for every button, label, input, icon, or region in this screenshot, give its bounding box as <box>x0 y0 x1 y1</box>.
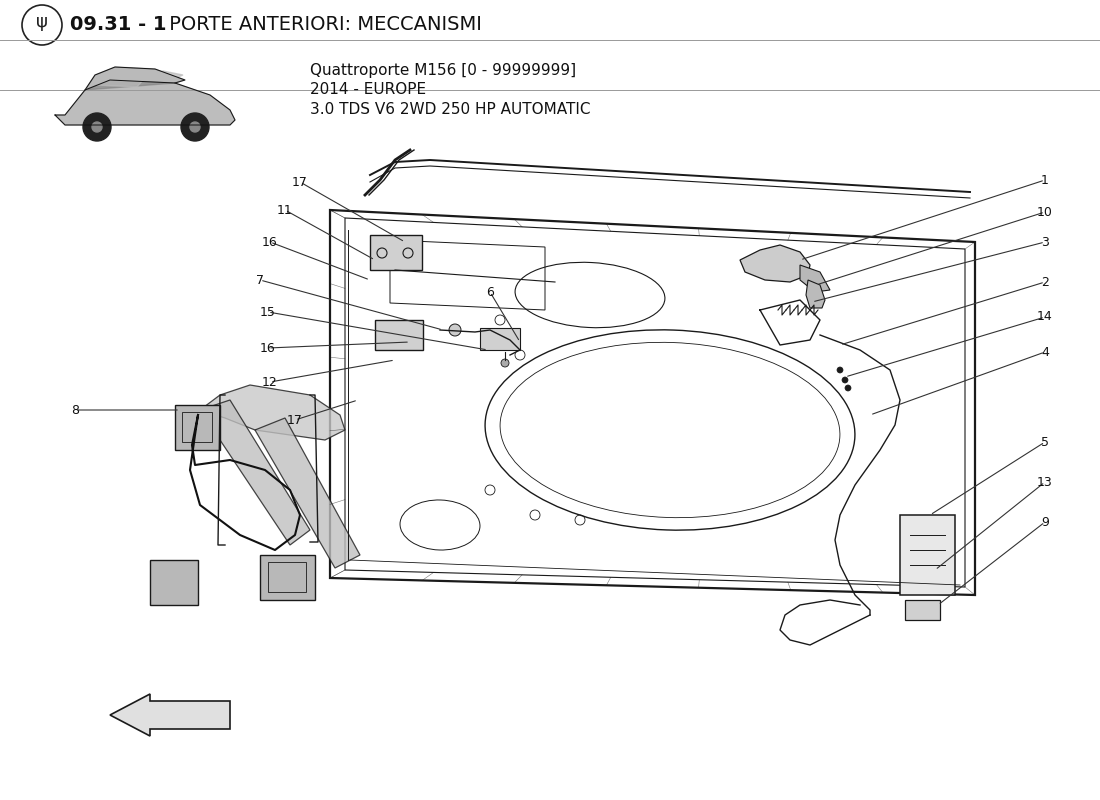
Text: ψ: ψ <box>36 13 48 31</box>
Circle shape <box>82 113 111 141</box>
Text: 9: 9 <box>1041 515 1049 529</box>
Polygon shape <box>97 70 150 87</box>
Text: 6: 6 <box>486 286 494 298</box>
Circle shape <box>182 113 209 141</box>
Circle shape <box>837 367 843 373</box>
Polygon shape <box>800 265 830 292</box>
Text: 16: 16 <box>260 342 276 354</box>
Text: 3: 3 <box>1041 235 1049 249</box>
Circle shape <box>845 385 851 391</box>
Polygon shape <box>85 67 185 90</box>
Text: 1: 1 <box>1041 174 1049 186</box>
Text: 2: 2 <box>1041 275 1049 289</box>
Polygon shape <box>200 385 345 440</box>
Polygon shape <box>153 71 183 79</box>
Text: 5: 5 <box>1041 435 1049 449</box>
Text: 14: 14 <box>1037 310 1053 323</box>
Text: 15: 15 <box>260 306 276 318</box>
Bar <box>150 560 198 605</box>
Bar <box>375 320 424 350</box>
Text: 8: 8 <box>72 403 79 417</box>
Circle shape <box>449 324 461 336</box>
Text: Quattroporte M156 [0 - 99999999]: Quattroporte M156 [0 - 99999999] <box>310 62 576 78</box>
Text: 13: 13 <box>1037 475 1053 489</box>
Bar <box>182 412 212 442</box>
Text: 16: 16 <box>262 235 278 249</box>
Circle shape <box>92 122 102 132</box>
Circle shape <box>190 122 200 132</box>
Polygon shape <box>200 400 310 545</box>
Bar <box>370 235 422 270</box>
Polygon shape <box>905 600 940 620</box>
Text: 3.0 TDS V6 2WD 250 HP AUTOMATIC: 3.0 TDS V6 2WD 250 HP AUTOMATIC <box>310 102 591 118</box>
Text: 4: 4 <box>1041 346 1049 358</box>
Polygon shape <box>806 280 825 308</box>
Text: 17: 17 <box>293 175 308 189</box>
Text: 10: 10 <box>1037 206 1053 218</box>
Circle shape <box>842 377 848 383</box>
Circle shape <box>500 359 509 367</box>
Text: 11: 11 <box>277 203 293 217</box>
Text: 09.31 - 1: 09.31 - 1 <box>70 15 166 34</box>
Text: 2014 - EUROPE: 2014 - EUROPE <box>310 82 426 98</box>
Text: 7: 7 <box>256 274 264 286</box>
Polygon shape <box>55 80 235 125</box>
Text: PORTE ANTERIORI: MECCANISMI: PORTE ANTERIORI: MECCANISMI <box>163 15 482 34</box>
Polygon shape <box>255 418 360 568</box>
Text: 12: 12 <box>262 375 278 389</box>
Text: 17: 17 <box>287 414 303 426</box>
Bar <box>268 562 306 592</box>
Polygon shape <box>740 245 810 282</box>
Bar <box>480 328 520 350</box>
FancyArrow shape <box>110 694 230 736</box>
Bar <box>260 555 315 600</box>
Polygon shape <box>900 515 955 595</box>
Bar <box>175 405 220 450</box>
